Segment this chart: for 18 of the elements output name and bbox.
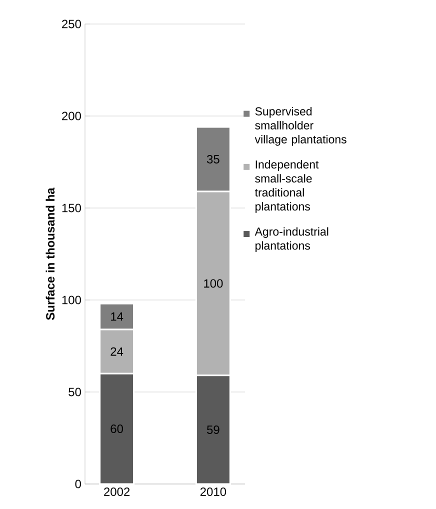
legend-label: Independent small-scale traditional plantations bbox=[254, 160, 319, 213]
y-tick-label: 50 bbox=[68, 388, 81, 396]
legend-label: Supervised smallholder village plantations bbox=[254, 107, 346, 146]
y-tick-label: 0 bbox=[75, 480, 81, 488]
data-label: 35 bbox=[206, 154, 220, 164]
data-label: 59 bbox=[207, 425, 220, 434]
y-axis-title: Surface in thousand ha bbox=[46, 188, 55, 320]
data-label: 14 bbox=[111, 312, 124, 321]
data-label: 60 bbox=[110, 424, 124, 434]
y-tick-label: 150 bbox=[62, 204, 81, 212]
data-label: 100 bbox=[204, 279, 223, 288]
y-tick-label: 200 bbox=[62, 112, 81, 120]
x-tick-label: 2010 bbox=[200, 488, 226, 496]
legend-label: Agro-industrial plantations bbox=[254, 227, 328, 252]
y-tick-label: 100 bbox=[62, 296, 81, 304]
y-tick-label: 250 bbox=[62, 20, 81, 28]
data-label: 24 bbox=[110, 347, 124, 356]
x-tick-label: 2002 bbox=[104, 488, 130, 496]
